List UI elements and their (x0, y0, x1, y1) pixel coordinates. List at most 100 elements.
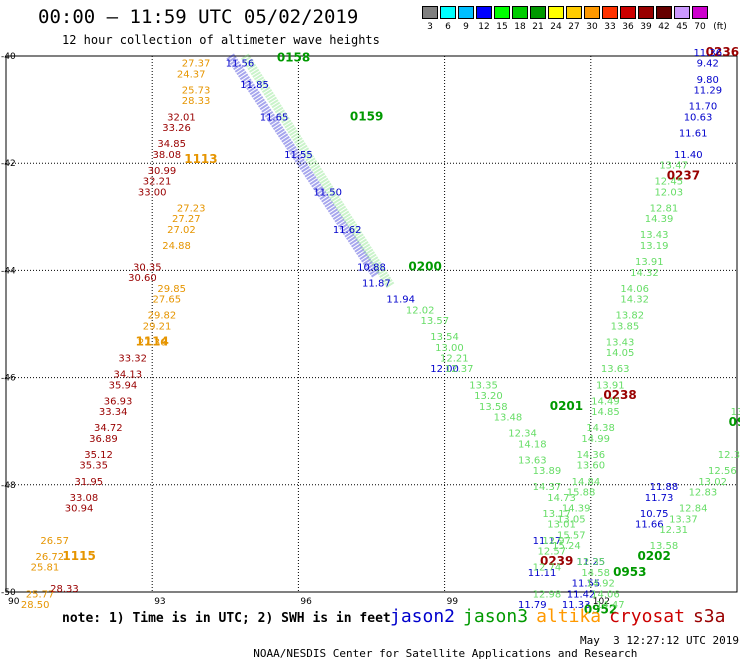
color-swatch (476, 6, 492, 19)
color-scale-label: 24 (550, 22, 562, 32)
data-point-label: 27.27 (172, 214, 201, 225)
data-point-label: 14.18 (518, 439, 547, 450)
data-point-label: 12.37 (718, 450, 740, 461)
data-point-label: 11.42 (567, 589, 596, 600)
color-swatch (440, 6, 456, 19)
data-point-label: 25.81 (31, 563, 60, 574)
data-point-label: 12.00 (430, 364, 459, 375)
data-point-label: 36.93 (104, 396, 133, 407)
color-swatch (512, 6, 528, 19)
legend-entry-jason2: jason2 (390, 606, 456, 627)
data-point-label: 12.37 (445, 364, 474, 375)
data-point-label: 11.94 (386, 295, 415, 306)
data-point-label: 13.05 (557, 514, 586, 525)
credit-line: NOAA/NESDIS Center for Satellite Applica… (240, 634, 739, 660)
data-point-label: 11.85 (240, 80, 269, 91)
color-scale-label: 9 (463, 22, 469, 32)
data-labels: 27.3724.3725.7328.33111327.2327.2727.022… (21, 45, 740, 616)
footnote: note: 1) Time is in UTC; 2) SWH is in fe… (62, 611, 391, 626)
credit-source: NOAA/NESDIS Center for Satellite Applica… (253, 647, 638, 660)
data-point-label: 13.37 (669, 514, 698, 525)
data-point-label: 29.82 (148, 311, 177, 322)
x-tick-label: 96 (300, 597, 312, 607)
data-point-label: 27.65 (152, 295, 181, 306)
data-point-label: 12.83 (689, 488, 718, 499)
data-point-label: 11.61 (679, 128, 708, 139)
data-point-label: 14.84 (572, 477, 601, 488)
data-point-label: 14.99 (581, 434, 610, 445)
data-point-label: 24.37 (177, 69, 206, 80)
data-point-label: 14.38 (586, 423, 615, 434)
data-point-label: 14.32 (630, 268, 659, 279)
data-point-label: 13.91 (596, 380, 625, 391)
legend-entry-s3a: s3a (692, 606, 726, 627)
color-scale-label: 21 (532, 22, 544, 32)
data-point-label: 32.01 (167, 112, 196, 123)
data-point-label: 13.01 (547, 520, 576, 531)
data-point-label: 35.94 (109, 380, 138, 391)
data-point-label: 13.58 (650, 541, 679, 552)
data-point-label: 11.66 (635, 520, 664, 531)
data-point-label: 30.35 (133, 262, 162, 273)
data-point-label: 11.36 (693, 48, 722, 59)
data-point-label: 12.84 (679, 504, 708, 515)
data-point-label: 26.57 (40, 536, 69, 547)
color-swatch (422, 6, 438, 19)
data-point-label: 14.06 (591, 589, 620, 600)
data-point-label: 13.58 (479, 402, 508, 413)
y-tick-label: -42 (1, 159, 16, 169)
data-point-label: 26.72 (36, 552, 65, 563)
data-point-label: 14.47 (596, 600, 625, 611)
data-point-label: 31.95 (75, 477, 104, 488)
data-point-label: 28.50 (21, 600, 50, 611)
data-point-label: 27.02 (167, 225, 196, 236)
data-point-label: 15.57 (557, 530, 586, 541)
data-point-label: 12.74 (533, 563, 562, 574)
jason3-track (240, 53, 395, 289)
data-point-label: 27.23 (177, 203, 206, 214)
color-swatch (638, 6, 654, 19)
legend-entry-altika: altika (536, 606, 602, 627)
data-point-label: 12.34 (508, 429, 537, 440)
data-point-label: 13.02 (698, 477, 727, 488)
data-point-label: 30.60 (128, 273, 157, 284)
plot-frame (5, 55, 738, 593)
data-point-label: 13.35 (469, 380, 498, 391)
data-point-label: 11.88 (650, 482, 679, 493)
data-point-label: 29.21 (143, 321, 172, 332)
data-point-label: 15.88 (567, 488, 596, 499)
color-swatch (584, 6, 600, 19)
x-tick-label: 90 (8, 597, 20, 607)
color-scale-label: 36 (622, 22, 634, 32)
data-point-label: 0952 (584, 602, 617, 616)
data-point-label: 13.63 (518, 455, 547, 466)
color-swatch (530, 6, 546, 19)
data-point-label: 12.02 (406, 305, 435, 316)
data-point-label: 9.80 (697, 75, 719, 86)
color-swatch (674, 6, 690, 19)
data-point-label: 25.73 (182, 86, 211, 97)
data-point-label: 14.36 (576, 450, 605, 461)
data-point-label: 0159 (350, 109, 383, 123)
color-swatch (656, 6, 672, 19)
data-point-label: 10.75 (640, 509, 669, 520)
data-point-label: 0236 (706, 45, 739, 59)
data-point-label: 13.91 (635, 257, 664, 268)
data-point-label: 38.08 (152, 150, 181, 161)
color-scale-label: 18 (514, 22, 526, 32)
data-point-label: 13.54 (430, 332, 459, 343)
data-point-label: 12.45 (654, 177, 683, 188)
color-scale-label: 45 (676, 22, 688, 32)
x-tick-label: 99 (447, 597, 459, 607)
data-point-label: 25.77 (26, 589, 55, 600)
data-point-label: 09 (729, 415, 740, 429)
color-swatch (548, 6, 564, 19)
data-point-label: 30.94 (65, 504, 94, 515)
data-point-label: 13.82 (615, 311, 644, 322)
data-point-label: 13.57 (421, 316, 450, 327)
data-point-label: 11.87 (362, 278, 391, 289)
data-point-label: 11.55 (284, 150, 313, 161)
data-point-label: 34.13 (114, 370, 143, 381)
data-point-label: 11.79 (518, 600, 547, 611)
